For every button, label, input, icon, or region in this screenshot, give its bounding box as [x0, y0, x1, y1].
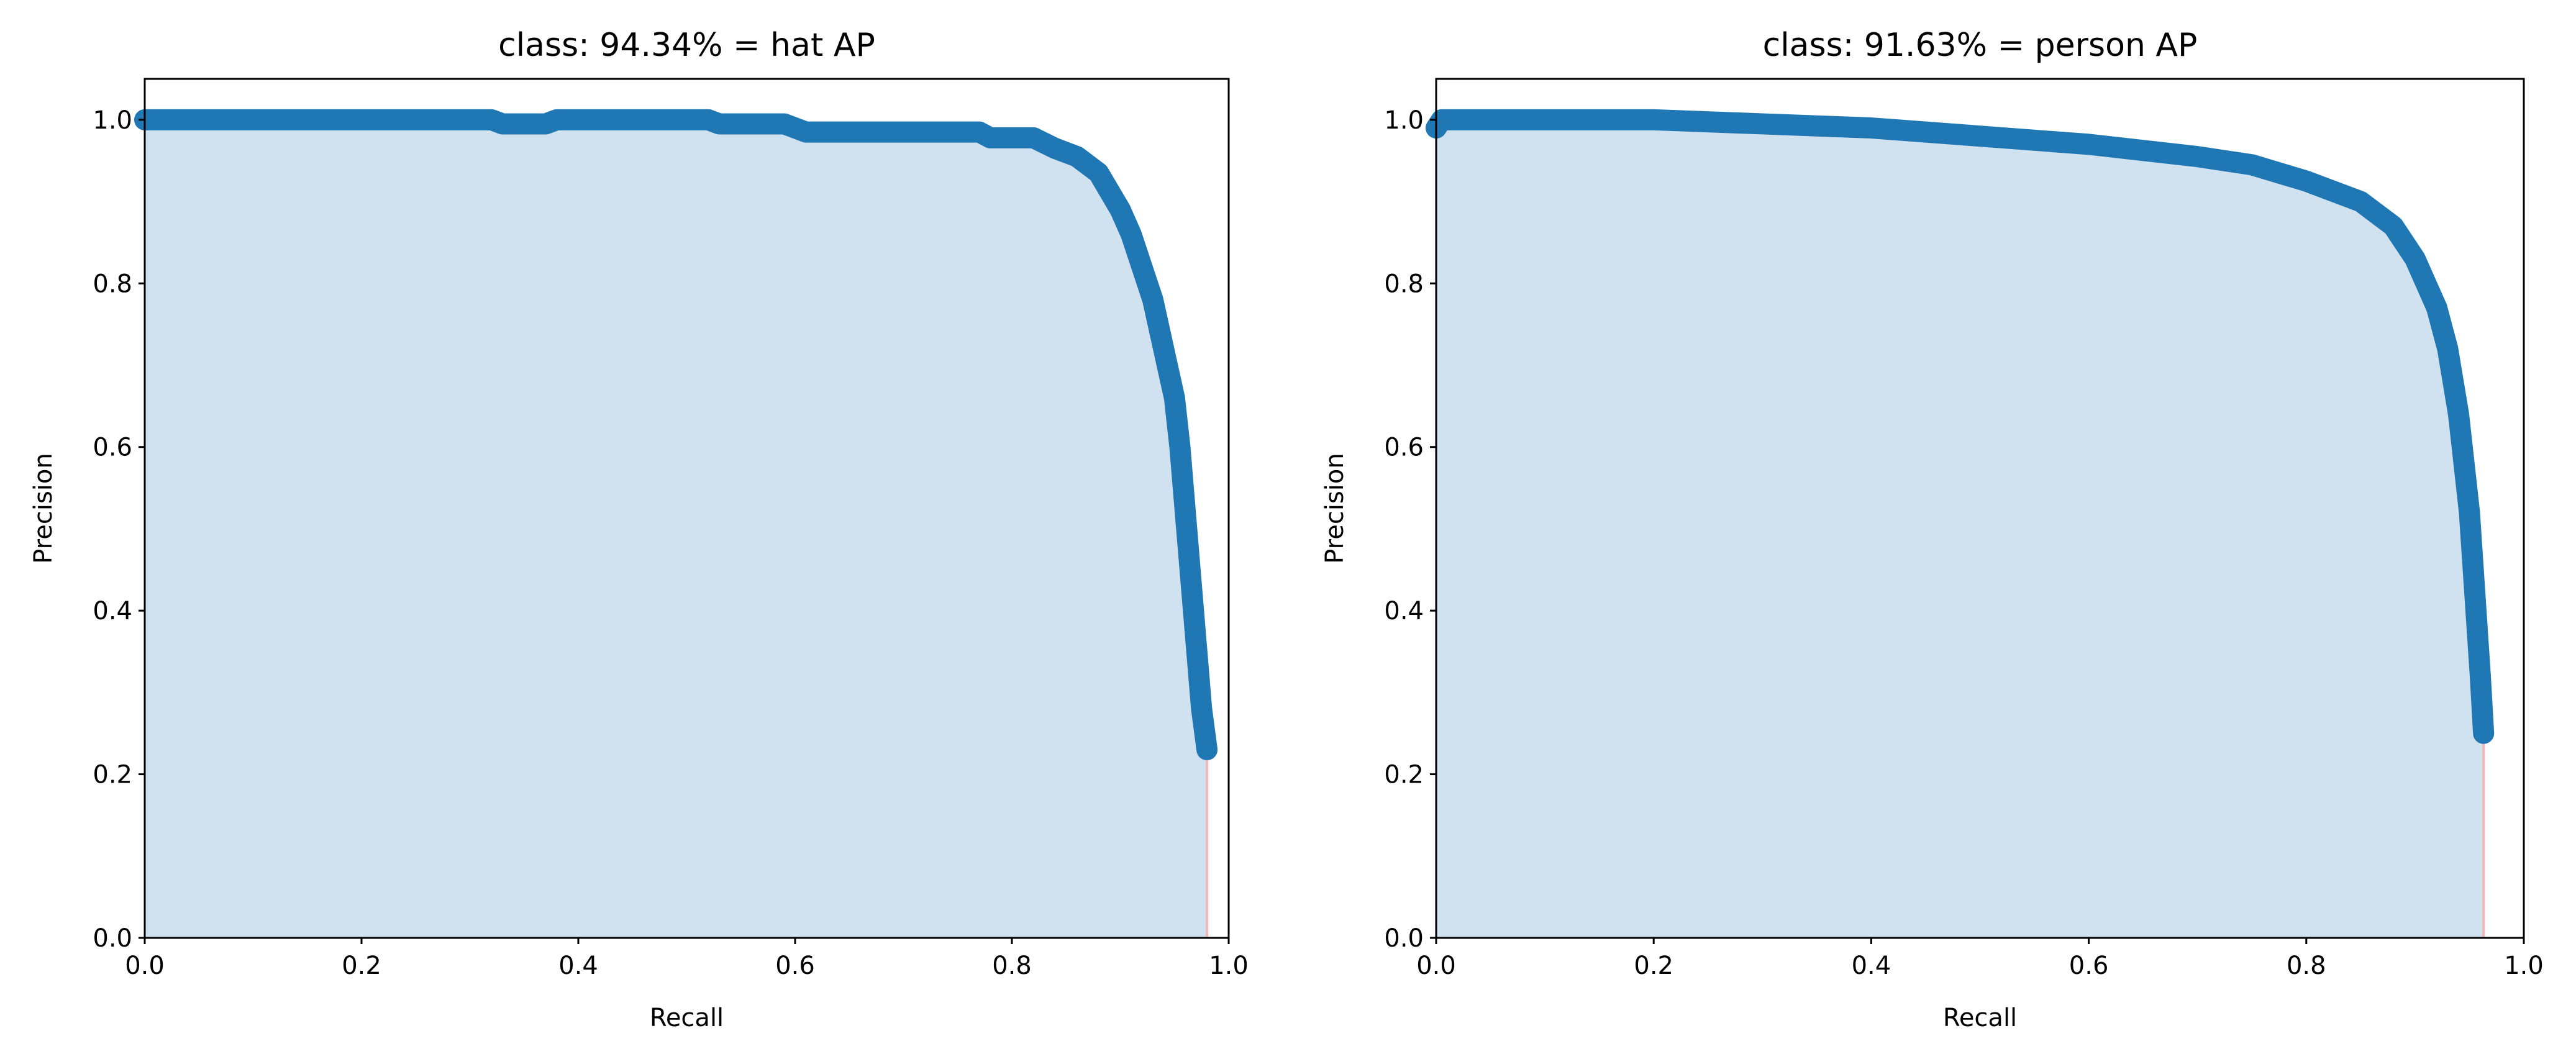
x-axis-label: Recall: [650, 1004, 724, 1032]
x-tick-label: 0.0: [1416, 952, 1456, 980]
y-tick-label: 0.2: [1384, 761, 1424, 789]
area-fill: [1436, 119, 2484, 938]
pr-curve: [1426, 109, 2495, 744]
x-tick-label: 0.2: [342, 952, 381, 980]
y-axis-label: Precision: [1321, 453, 1349, 563]
y-tick-label: 0.8: [93, 270, 132, 298]
x-tick-label: 0.2: [1634, 952, 1673, 980]
axes-frame: [143, 78, 1230, 939]
x-tick-label: 0.8: [2287, 952, 2326, 980]
y-tick-label: 0.0: [93, 924, 132, 953]
y-tick-label: 0.2: [93, 761, 132, 789]
y-tick-label: 0.6: [1384, 434, 1424, 462]
axes-frame: [1435, 78, 2525, 939]
y-tick-label: 0.0: [1384, 924, 1424, 953]
x-tick-label: 0.0: [125, 952, 165, 980]
y-axis-label: Precision: [29, 453, 58, 563]
y-tick-label: 0.4: [93, 597, 132, 625]
y-tick-label: 1.0: [93, 106, 132, 135]
x-tick-label: 0.8: [992, 952, 1032, 980]
x-tick-label: 1.0: [1209, 952, 1249, 980]
x-tick-label: 0.6: [775, 952, 815, 980]
y-tick-label: 1.0: [1384, 106, 1424, 135]
pr-curve: [134, 109, 1218, 761]
x-tick-label: 1.0: [2504, 952, 2544, 980]
x-tick-label: 0.4: [558, 952, 598, 980]
chart-title: class: 91.63% = person AP: [1763, 27, 2198, 64]
y-tick-label: 0.4: [1384, 597, 1424, 625]
y-tick-label: 0.6: [93, 434, 132, 462]
area-fill: [145, 119, 1208, 938]
chart-title: class: 94.34% = hat AP: [498, 27, 875, 64]
x-axis-label: Recall: [1943, 1004, 2017, 1032]
x-tick-label: 0.4: [1852, 952, 1891, 980]
x-tick-label: 0.6: [2069, 952, 2109, 980]
y-tick-label: 0.8: [1384, 270, 1424, 298]
